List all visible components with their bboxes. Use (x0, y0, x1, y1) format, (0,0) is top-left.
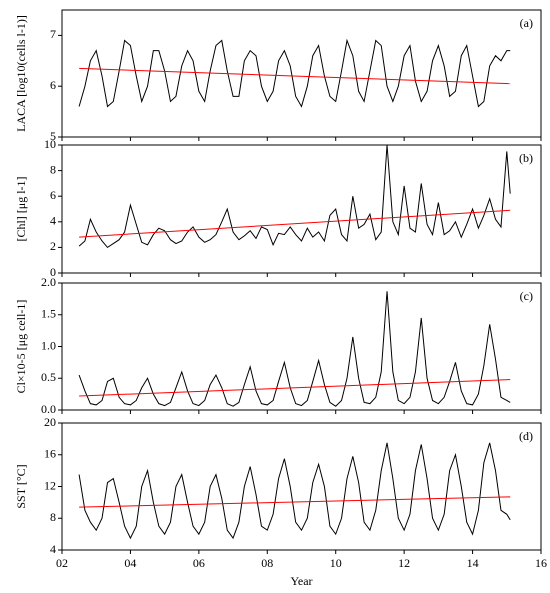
y-tick-label: 2.0 (41, 275, 56, 289)
trend-line (79, 209, 511, 238)
y-axis-label: LACA [log10(cells l-1)] (14, 15, 28, 132)
plot-frame (61, 144, 542, 274)
x-tick-label: 12 (398, 556, 410, 570)
y-tick-label: 8 (50, 510, 56, 524)
x-tick-label: 14 (467, 556, 479, 570)
data-line (78, 291, 511, 407)
plot-frame (61, 282, 542, 411)
y-tick-label: 1.5 (41, 307, 56, 321)
data-line (78, 144, 511, 249)
y-tick-label: 2 (50, 239, 56, 253)
y-tick-label: 5 (50, 129, 56, 143)
y-axis-label: Cl×10-5 [μg cell-1] (14, 300, 28, 394)
y-tick-label: 10 (44, 137, 56, 151)
panel-label: (a) (520, 16, 533, 30)
trend-line (79, 67, 511, 85)
data-line (78, 38, 511, 108)
y-tick-label: 1.0 (41, 338, 56, 352)
y-tick-label: 12 (44, 478, 56, 492)
x-tick-label: 16 (535, 556, 547, 570)
y-tick-label: 0 (50, 265, 56, 279)
x-axis-label: Year (290, 574, 312, 588)
y-tick-label: 6 (50, 188, 56, 202)
panel-label: (c) (520, 289, 533, 303)
y-axis-label: [Chl] [μg l-1] (14, 176, 28, 241)
panel-label: (b) (519, 151, 533, 165)
plot-frame (61, 9, 542, 138)
trend-line (79, 379, 511, 397)
y-tick-label: 16 (44, 447, 56, 461)
y-tick-label: 0.0 (41, 402, 56, 416)
y-tick-label: 8 (50, 162, 56, 176)
y-tick-label: 4 (50, 214, 56, 228)
y-tick-label: 4 (50, 542, 56, 556)
x-tick-label: 02 (56, 556, 68, 570)
y-tick-label: 20 (44, 415, 56, 429)
panel-label: (d) (519, 429, 533, 443)
x-tick-label: 08 (261, 556, 273, 570)
x-tick-label: 10 (330, 556, 342, 570)
trend-line (79, 496, 511, 508)
data-line (78, 442, 511, 540)
y-tick-label: 7 (50, 27, 56, 41)
y-tick-label: 6 (50, 78, 56, 92)
x-tick-label: 06 (193, 556, 205, 570)
y-axis-label: SST [°C] (14, 464, 28, 508)
y-tick-label: 0.5 (41, 370, 56, 384)
x-tick-label: 04 (124, 556, 136, 570)
